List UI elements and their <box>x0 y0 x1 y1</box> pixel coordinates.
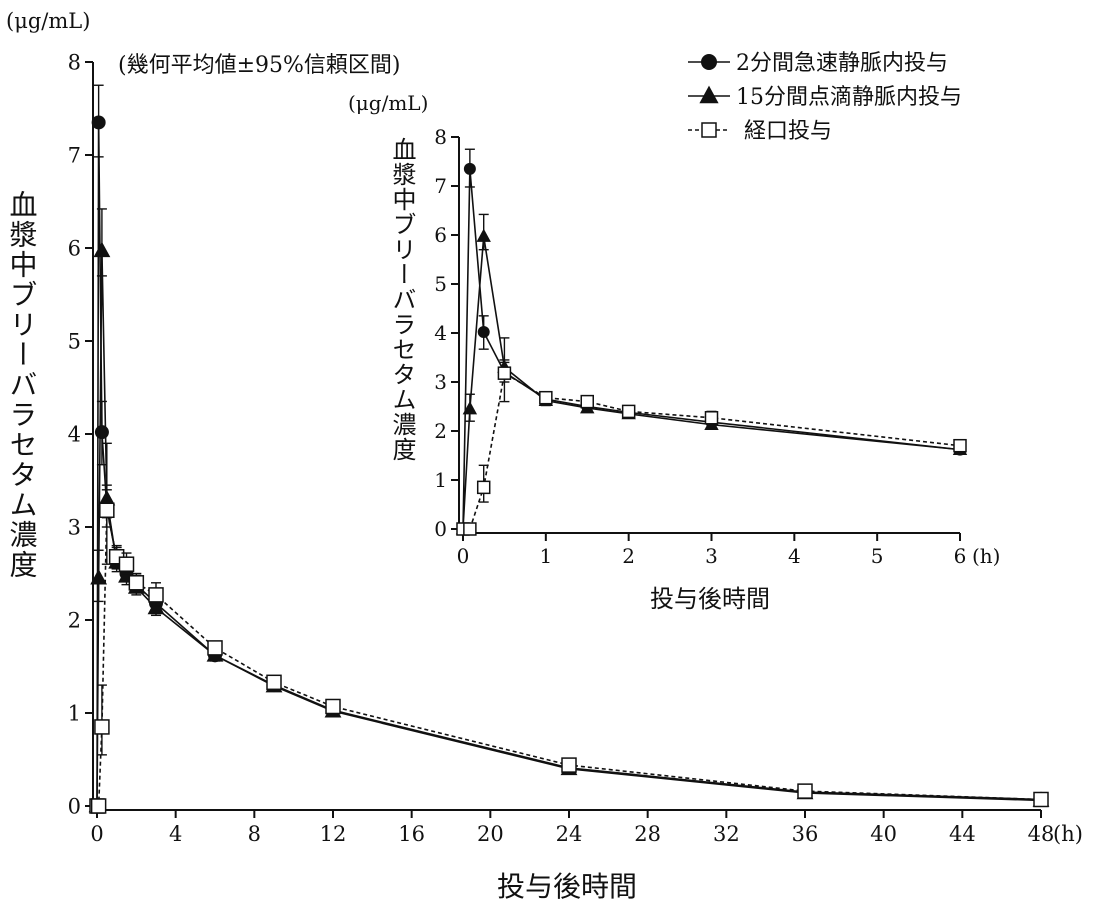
x-tick-label: 0 <box>90 822 103 846</box>
inset-point-square <box>953 438 967 453</box>
inset-point-square <box>539 390 553 405</box>
y-tick-label: 8 <box>68 50 81 74</box>
point-triangle <box>90 569 108 585</box>
inset-point-triangle <box>476 228 491 242</box>
y-tick-label: 4 <box>68 422 81 446</box>
y-tick-label: 5 <box>68 329 81 353</box>
point-square <box>561 757 577 773</box>
inset-point-square <box>497 366 512 380</box>
series-line-2 <box>97 510 1042 807</box>
y-tick-label: 1 <box>68 701 81 725</box>
x-tick-label: 16 <box>398 822 425 846</box>
inset-point-circle <box>463 162 476 175</box>
inset-x-tick-label: 3 <box>705 544 718 568</box>
x-tick-label: 12 <box>320 822 347 846</box>
y-axis-label: 血漿中ブリーバラセタム濃度 <box>6 190 39 580</box>
y-tick-label: 7 <box>68 143 81 167</box>
point-square <box>797 783 813 799</box>
point-square <box>1033 791 1049 808</box>
x-tick-label: 44 <box>949 822 976 846</box>
x-tick-label: 40 <box>870 822 897 846</box>
inset-y-tick-label: 5 <box>434 272 447 296</box>
inset-x-tick-label: 6 <box>954 544 967 568</box>
inset-x-unit: (h) <box>972 544 1001 568</box>
point-square <box>118 556 135 572</box>
point-triangle <box>93 241 111 258</box>
inset-y-tick-label: 1 <box>434 468 447 492</box>
inset-y-tick-label: 8 <box>434 125 447 149</box>
inset-y-tick-label: 2 <box>434 419 447 443</box>
inset-x-tick-label: 4 <box>788 544 801 568</box>
y-tick-label: 6 <box>68 236 81 260</box>
legend-label: 15分間点滴静脈内投与 <box>736 85 962 110</box>
inset-point-square <box>463 522 477 536</box>
inset-point-square <box>580 394 594 409</box>
y-tick-label: 0 <box>68 794 81 818</box>
legend-label: 2分間急速静脈内投与 <box>736 51 948 76</box>
inset-y-tick-label: 6 <box>434 223 447 247</box>
inset-point-triangle <box>462 401 478 415</box>
legend-marker-circle-icon <box>701 54 717 70</box>
chart-subtitle: (幾何平均値±95%信頼区間) <box>118 53 401 78</box>
legend-marker-triangle-icon <box>699 85 719 104</box>
inset-y-tick-label: 4 <box>434 321 447 345</box>
point-square <box>207 640 223 656</box>
x-tick-label: 4 <box>169 822 182 846</box>
x-tick-label: 48 <box>1028 822 1055 846</box>
x-tick-label: 20 <box>477 822 504 846</box>
series-line-0 <box>96 122 1042 807</box>
inset-point-circle <box>477 326 490 339</box>
inset-x-tick-label: 2 <box>622 544 635 568</box>
point-square <box>128 575 145 591</box>
inset-point-square <box>621 404 636 419</box>
inset-y-unit: (μg/mL) <box>348 91 428 115</box>
y-tick-label: 2 <box>68 608 81 632</box>
inset-y-axis-label: 血漿中ブリーバラセタム濃度 <box>388 137 416 462</box>
inset-x-axis-label: 投与後時間 <box>650 585 770 613</box>
inset-x-tick-label: 0 <box>457 544 470 568</box>
inset-series-line-0 <box>462 168 961 530</box>
point-square <box>148 587 164 603</box>
x-tick-label: 8 <box>248 822 261 846</box>
inset-series-line-1 <box>462 236 961 530</box>
point-square <box>266 674 282 691</box>
inset-point-square <box>704 411 719 425</box>
point-circle <box>91 115 106 130</box>
x-tick-label: 32 <box>713 822 740 846</box>
inset-point-square <box>476 480 491 495</box>
inset-x-tick-label: 1 <box>539 544 552 568</box>
y-unit: (μg/mL) <box>6 9 90 33</box>
point-square <box>94 719 110 735</box>
x-axis-label: 投与後時間 <box>497 870 637 903</box>
inset-x-tick-label: 5 <box>871 544 884 568</box>
legend-marker-square-icon <box>701 122 717 138</box>
x-tick-label: 36 <box>792 822 819 846</box>
legend-label: 経口投与 <box>744 119 832 144</box>
inset-y-tick-label: 7 <box>434 174 447 198</box>
x-tick-label: 24 <box>556 822 583 846</box>
inset-series-line-2 <box>463 371 961 530</box>
x-tick-label: 28 <box>634 822 661 846</box>
point-circle <box>94 425 109 440</box>
inset-y-tick-label: 0 <box>434 517 447 541</box>
point-square <box>325 698 341 715</box>
inset-y-tick-label: 3 <box>434 370 447 394</box>
x-unit: (h) <box>1053 822 1083 846</box>
series-line-1 <box>96 250 1042 807</box>
y-tick-label: 3 <box>68 515 81 539</box>
point-square <box>90 798 107 814</box>
point-square <box>99 502 115 519</box>
